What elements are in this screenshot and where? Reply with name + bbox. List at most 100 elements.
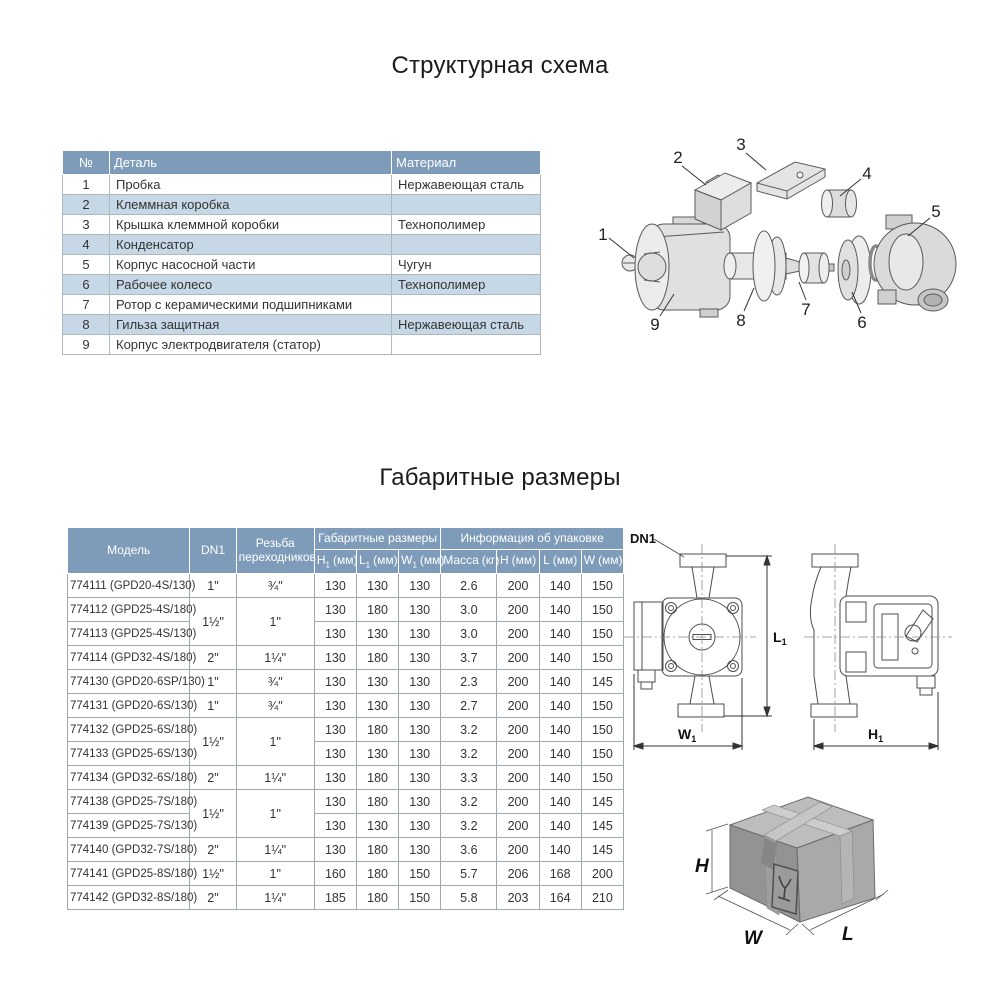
cell: 1¼" (235, 645, 315, 670)
section-title-structural-diagram: Структурная схема (391, 52, 609, 79)
cell: 200 (496, 669, 540, 694)
table-row: 774114 (GPD32-4S/180) 2" 1¼" 130 180 130 3.7 20… (66, 645, 625, 670)
rotor-part (798, 252, 835, 284)
cell: 1½" (189, 717, 237, 766)
cell (391, 294, 541, 315)
part-number-4: 4 (862, 164, 871, 183)
cell: 2.7 (440, 693, 498, 718)
cell: 130 (398, 669, 442, 694)
table-row: 8 Гильза защитная Нержавеющая сталь (62, 314, 541, 335)
table-row: 774132 (GPD25-6S/180) 1½" 1" 130 180 130 3.2 20… (66, 717, 625, 766)
table-row: 774113 (GPD25-4S/130) 130 130 130 3.0 200 140 1… (66, 621, 625, 646)
part-number-5: 5 (931, 202, 940, 221)
terminal-box-part (693, 172, 753, 231)
cell: 130 (398, 765, 442, 790)
cell: 1" (235, 717, 315, 766)
cell: ¾" (235, 693, 315, 718)
capacitor-part (821, 189, 857, 218)
cell: 130 (313, 573, 357, 598)
cell: 130 (398, 645, 442, 670)
part-number-7: 7 (801, 300, 810, 319)
cell: 130 (398, 621, 442, 646)
cell: ¾" (235, 573, 315, 598)
cell: 130 (355, 573, 400, 598)
cell: 2.3 (440, 669, 498, 694)
cell: 1¼" (235, 837, 315, 862)
col-header-dn1: DN1 (189, 527, 237, 574)
motor-body-part (634, 216, 731, 318)
cell: 140 (538, 597, 582, 622)
cell: 140 (538, 765, 582, 790)
side-view-drawing (809, 553, 939, 718)
cell: ¾" (235, 669, 315, 694)
cell: 6 (62, 274, 110, 295)
cell: 140 (538, 837, 582, 862)
col-header-thread: Резьба переходников (235, 527, 316, 574)
cell: 180 (355, 597, 400, 622)
cell (391, 234, 541, 255)
front-view-drawing (633, 538, 743, 718)
cell: 150 (580, 621, 625, 646)
cell: 2" (189, 765, 237, 790)
cell: 130 (313, 741, 357, 766)
cell: 130 (398, 741, 442, 766)
group-header-dimensions: Габаритные размеры (313, 527, 442, 550)
cell: 3.0 (440, 621, 498, 646)
cell: Клеммная коробка (109, 194, 392, 215)
table-row: 3 Крышка клеммной коробки Технополимер (62, 214, 541, 235)
cell: Технополимер (391, 274, 541, 295)
cell: 145 (580, 789, 625, 814)
cell: 145 (580, 837, 625, 862)
cell: 200 (496, 645, 540, 670)
cell: 180 (355, 765, 400, 790)
dimension-label-l1: L1 (773, 629, 787, 647)
cell: 774132 (GPD25-6S/180) (66, 717, 197, 742)
cell: 145 (580, 813, 625, 838)
cell: Рабочее колесо (109, 274, 392, 295)
cell: 150 (580, 741, 625, 766)
table-row: 774111 (GPD20-4S/130) 1" ¾" 130 130 130 2.6 200… (66, 573, 625, 598)
cell: 180 (355, 717, 400, 742)
cell: 2" (189, 837, 237, 862)
exploded-pump-diagram: 1 2 3 4 5 6 7 8 9 (598, 135, 957, 334)
table-row: 774141 (GPD25-8S/180) 1½" 1" 160 180 150 5.7 20… (66, 861, 625, 886)
cell: 200 (496, 813, 540, 838)
table-row: 1 Пробка Нержавеющая сталь (62, 174, 541, 195)
col-header-w1: W1 (мм) (398, 549, 444, 574)
cell: 180 (355, 885, 400, 910)
table-row: 774139 (GPD25-7S/130) 130 130 130 3.2 200 140 1… (66, 813, 625, 838)
cell: 164 (538, 885, 582, 910)
dimension-label-w1: W1 (678, 726, 696, 744)
cell: 140 (538, 621, 582, 646)
cell: 774139 (GPD25-7S/130) (66, 813, 197, 838)
cell: 200 (496, 621, 540, 646)
cell: Ротор с керамическими подшипниками (109, 294, 392, 315)
cell: 150 (580, 573, 625, 598)
cell: Конденсатор (109, 234, 392, 255)
cell: 3.7 (440, 645, 498, 670)
cell: 1" (235, 861, 315, 886)
cell: 140 (538, 693, 582, 718)
cell: 130 (398, 597, 442, 622)
table-row: 774133 (GPD25-6S/130) 130 130 130 3.2 200 140 1… (66, 741, 625, 766)
col-header-w: W (мм) (580, 549, 625, 574)
cell: 130 (355, 621, 400, 646)
col-header-model: Модель (66, 527, 191, 574)
dims-header-group-row: Модель DN1 Резьба переходников Габаритны… (66, 527, 624, 574)
cell: 130 (355, 813, 400, 838)
cell: 200 (496, 765, 540, 790)
cell: 203 (496, 885, 540, 910)
table-row: 774112 (GPD25-4S/180) 1½" 1" 130 180 130 3.0 20… (66, 597, 625, 646)
table-row: 7 Ротор с керамическими подшипниками (62, 294, 541, 315)
cell (391, 194, 541, 215)
cell: 130 (355, 669, 400, 694)
cell: 130 (313, 813, 357, 838)
cell: 3.2 (440, 789, 498, 814)
cell: 2.6 (440, 573, 498, 598)
cell: Пробка (109, 174, 392, 195)
cell: Нержавеющая сталь (391, 314, 541, 335)
cell: 774111 (GPD20-4S/130) (66, 573, 196, 598)
cell: 774142 (GPD32-8S/180) (66, 885, 197, 910)
cell: 140 (538, 669, 582, 694)
table-row: 2 Клеммная коробка (62, 194, 541, 215)
